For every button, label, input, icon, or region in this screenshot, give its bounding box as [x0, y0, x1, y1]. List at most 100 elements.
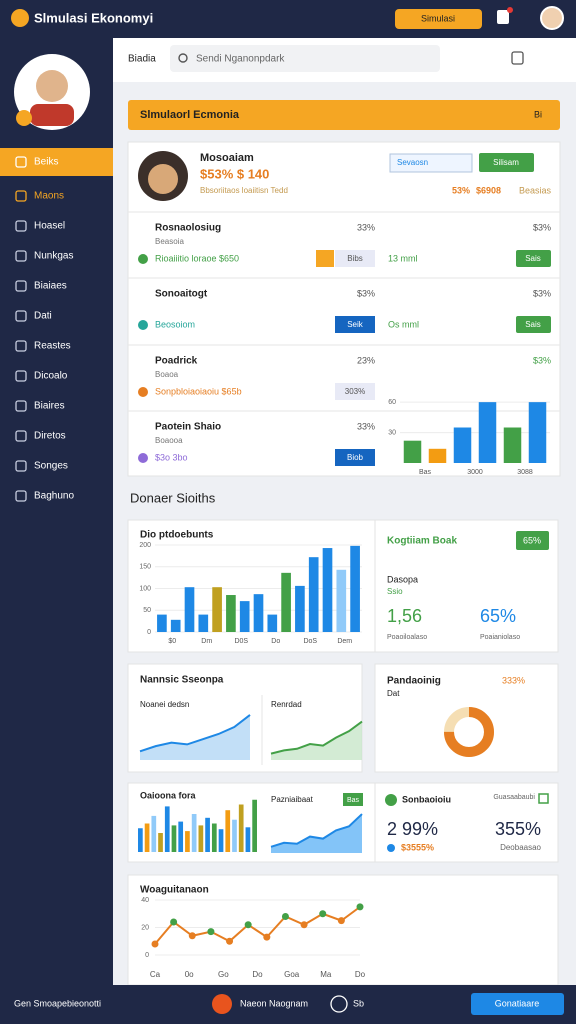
stats-note: Guasaabaubi	[493, 794, 535, 801]
avatar-face	[36, 70, 68, 102]
notify-icon[interactable]	[497, 10, 509, 24]
x-tick-label: 3088	[517, 469, 533, 476]
banner-title: Slmulaorl Ecmonia	[140, 109, 240, 121]
bar	[184, 587, 195, 632]
nav-item[interactable]: Maons	[34, 191, 64, 202]
header-button-label[interactable]: Simulasi	[421, 13, 455, 23]
button-label[interactable]: Sais	[525, 320, 541, 329]
card-title: Sonbaoioiu	[402, 794, 451, 804]
row-dot	[138, 453, 148, 463]
tag-label[interactable]: Biob	[347, 453, 364, 462]
point	[356, 903, 364, 911]
nav-icon	[15, 310, 27, 322]
row-tag[interactable]	[335, 449, 375, 466]
row-button[interactable]	[516, 250, 551, 267]
profile-metric: Beasias	[519, 185, 552, 195]
button-label[interactable]: Sais	[525, 254, 541, 263]
point	[207, 928, 215, 936]
button-label[interactable]: Silisam	[493, 158, 519, 167]
stats-value: 355%	[495, 819, 541, 839]
button-label[interactable]: Gonatiaare	[495, 998, 540, 1008]
header-button[interactable]	[395, 9, 482, 29]
footer-tab[interactable]: Sb	[353, 998, 364, 1008]
nav-item[interactable]: Beiks	[34, 157, 58, 168]
search-placeholder[interactable]: Sendi Nganonpdark	[196, 54, 285, 65]
bar	[350, 545, 360, 632]
x-tick-label: Do	[252, 970, 263, 979]
nav-item[interactable]: Dati	[34, 311, 52, 322]
y-tick-label: 150	[139, 564, 151, 571]
footer-link[interactable]: Naeon Naognam	[240, 998, 308, 1008]
area-fill	[271, 814, 362, 853]
logo	[11, 9, 29, 27]
bar	[239, 601, 250, 632]
bar	[226, 595, 236, 632]
nav-icon	[15, 220, 27, 232]
tag-label[interactable]: 303%	[345, 387, 365, 396]
y-tick-label: 40	[141, 897, 149, 904]
nav-item[interactable]: Songes	[34, 461, 68, 472]
card	[127, 874, 559, 986]
bar	[238, 804, 244, 852]
nav-icon	[15, 400, 27, 412]
bar	[478, 402, 497, 463]
row-detail: Beosoiom	[155, 319, 195, 329]
topbar-icon[interactable]	[511, 51, 524, 65]
bar	[428, 448, 447, 463]
nav-item[interactable]: Biaiaes	[34, 281, 67, 292]
donut-arc	[444, 707, 494, 757]
donut-sub: Dat	[387, 689, 400, 698]
point	[319, 910, 327, 918]
x-tick-label: $0	[168, 638, 176, 645]
nav-item[interactable]: Biaires	[34, 401, 65, 412]
tag-label[interactable]: Bibs	[347, 254, 363, 263]
tag-label[interactable]: Seik	[347, 320, 364, 329]
search-box[interactable]	[170, 45, 440, 72]
banner-action[interactable]: Bi	[534, 109, 542, 119]
nav-item[interactable]: Hoasel	[34, 221, 65, 232]
bar	[267, 614, 278, 632]
sidebar	[0, 38, 113, 985]
bar	[453, 427, 472, 463]
bar	[403, 440, 422, 463]
footer-button[interactable]	[471, 993, 564, 1015]
line	[139, 714, 251, 753]
nav-active[interactable]	[0, 148, 113, 176]
row-tag[interactable]	[335, 316, 375, 333]
x-tick-label: Do	[355, 970, 366, 979]
bar	[171, 825, 177, 852]
y-tick-label: 50	[143, 607, 151, 614]
chart-label: Renrdad	[271, 700, 302, 709]
point	[263, 933, 271, 941]
badge-label: Bas	[347, 797, 360, 804]
select-box[interactable]	[389, 153, 473, 173]
row-sub: Boaoa	[155, 370, 179, 379]
row-title: Paotein Shaio	[155, 422, 221, 433]
row-tag[interactable]	[335, 250, 375, 267]
bar	[252, 799, 257, 852]
nav-icon	[15, 156, 27, 168]
y-tick-label: 0	[145, 952, 149, 959]
x-tick-label: Do	[271, 638, 280, 645]
kpi-label: Poaoiloalaso	[387, 634, 427, 641]
profile-name: Mosoaiam	[200, 152, 254, 164]
bar	[185, 831, 190, 852]
row-button[interactable]	[516, 316, 551, 333]
profile-button[interactable]	[479, 153, 534, 172]
bar	[211, 823, 217, 852]
nav-item[interactable]: Diretos	[34, 431, 66, 442]
nav-item[interactable]: Baghuno	[34, 491, 74, 502]
stats-dot	[387, 844, 395, 852]
nav-item[interactable]: Dicoalo	[34, 371, 68, 382]
row-right: $3%	[533, 355, 551, 365]
row-percent: 33%	[357, 421, 375, 431]
nav-item[interactable]: Nunkgas	[34, 251, 73, 262]
bar	[253, 594, 264, 632]
x-tick-label: Dem	[337, 638, 352, 645]
bar	[218, 829, 224, 852]
select-value[interactable]: Sevaosn	[397, 158, 428, 167]
nav-item[interactable]: Reastes	[34, 341, 71, 352]
row-tag[interactable]	[335, 383, 375, 400]
nav-icon	[15, 250, 27, 262]
